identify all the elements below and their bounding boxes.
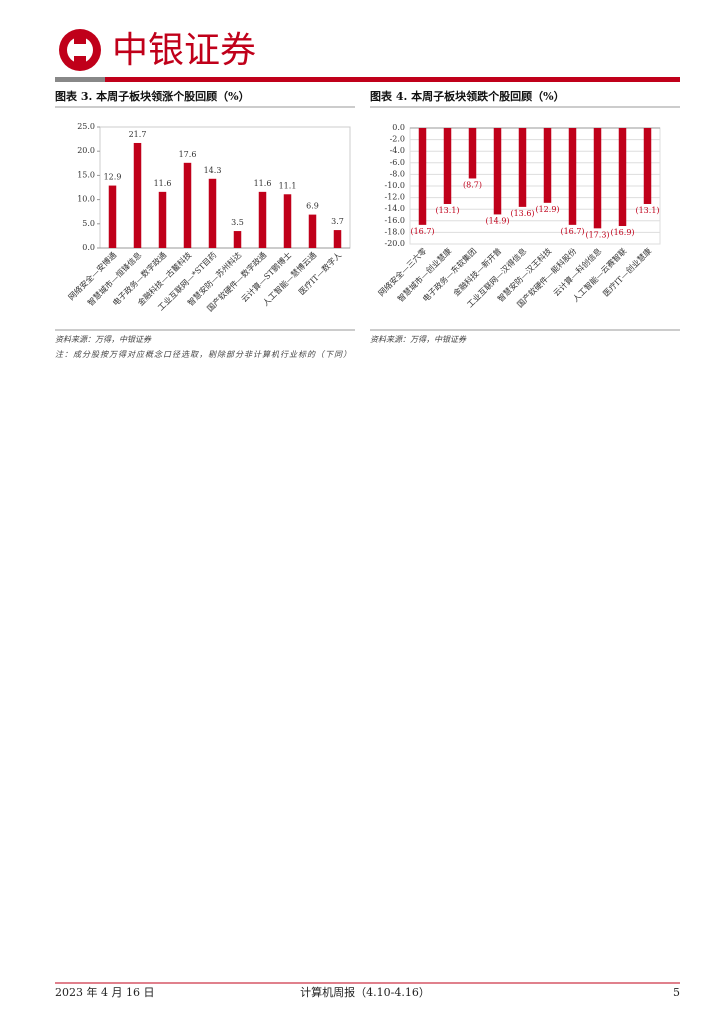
value-label: (17.3) [585, 230, 609, 239]
bar [133, 142, 142, 248]
value-label: (14.9) [485, 216, 509, 225]
value-label: (16.7) [560, 227, 584, 236]
value-label: 11.6 [254, 179, 272, 188]
y-tick-label: -12.0 [384, 193, 405, 202]
bar [543, 128, 552, 203]
bar [643, 128, 652, 204]
y-tick-label: 15.0 [77, 170, 95, 179]
value-label: 3.5 [231, 218, 244, 227]
bar [233, 231, 242, 248]
y-tick-label: -6.0 [390, 158, 405, 167]
chart-title: 图表 4. 本周子板块领跌个股回顾（%） [370, 89, 565, 103]
footer-page: 5 [673, 986, 680, 999]
bar [518, 128, 527, 207]
y-tick-label: -8.0 [390, 169, 405, 178]
bar [158, 191, 167, 248]
y-tick-label: -14.0 [384, 204, 405, 213]
source: 资料来源：万得，中银证券 [370, 335, 467, 344]
value-label: 17.6 [179, 150, 197, 159]
bar [108, 185, 117, 248]
value-label: 14.3 [204, 166, 222, 175]
y-tick-label: 5.0 [82, 219, 95, 228]
value-label: (12.9) [535, 205, 559, 214]
y-tick-label: 0.0 [392, 123, 405, 132]
value-label: 21.7 [129, 130, 147, 139]
y-tick-label: -16.0 [384, 216, 405, 225]
bar [493, 128, 502, 215]
value-label: (13.6) [510, 209, 534, 218]
footer-date: 2023 年 4 月 16 日 [55, 985, 154, 999]
bar [308, 214, 317, 248]
bar [258, 191, 267, 248]
y-tick-label: -4.0 [390, 146, 405, 155]
value-label: 6.9 [306, 202, 319, 211]
value-label: (13.1) [635, 206, 659, 215]
bar [183, 162, 192, 248]
value-label: (16.7) [410, 227, 434, 236]
bar [333, 230, 342, 248]
y-tick-label: -2.0 [390, 135, 405, 144]
value-label: 3.7 [331, 217, 344, 226]
brand: 中银证券 [112, 30, 256, 71]
x-tick-label: 医疗IT—数字人 [296, 250, 343, 297]
header-rule [105, 77, 680, 82]
logo-window [71, 44, 89, 56]
value-label: 11.6 [154, 179, 172, 188]
note: 注：成分股按万得对应概念口径选取，剔除部分非计算机行业标的（下同） [55, 350, 352, 359]
bar [593, 128, 602, 229]
value-label: (13.1) [435, 206, 459, 215]
header-rule-grey [55, 77, 105, 82]
y-tick-label: -20.0 [384, 239, 405, 248]
bar [468, 128, 477, 179]
value-label: (8.7) [463, 180, 482, 189]
y-tick-label: 10.0 [77, 195, 95, 204]
bar [568, 128, 577, 225]
y-tick-label: -10.0 [384, 181, 405, 190]
source: 资料来源：万得，中银证券 [55, 335, 152, 344]
bar [418, 128, 427, 225]
y-tick-label: 25.0 [77, 122, 95, 131]
y-tick-label: 20.0 [77, 146, 95, 155]
bar [283, 194, 292, 248]
value-label: 12.9 [104, 173, 122, 182]
value-label: (16.9) [610, 228, 634, 237]
chart-title: 图表 3. 本周子板块领涨个股回顾（%） [55, 89, 250, 103]
value-label: 11.1 [279, 181, 297, 190]
bar [618, 128, 627, 227]
footer-report: 计算机周报（4.10-4.16） [300, 985, 430, 999]
bar [208, 178, 217, 248]
bar [443, 128, 452, 204]
y-tick-label: -18.0 [384, 227, 405, 236]
note-box: 注：成分股按万得对应概念口径选取，剔除部分非计算机行业标的（下同） [55, 350, 352, 359]
y-tick-label: 0.0 [82, 243, 95, 252]
